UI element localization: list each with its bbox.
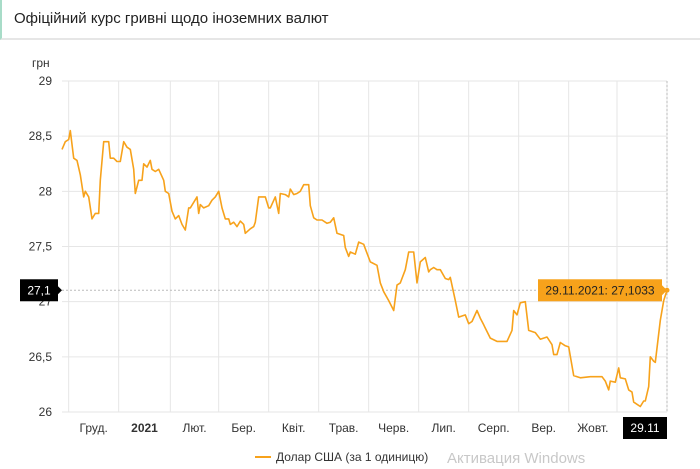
x-tick-label: Груд.	[80, 421, 108, 435]
panel-title: Офіційний курс гривні щодо іноземних вал…	[14, 10, 329, 27]
y-tick-label: 29	[39, 74, 53, 88]
windows-activation-watermark: Активация Windows	[447, 450, 586, 467]
tooltip-text: 29.11.2021: 27,1033	[545, 283, 655, 297]
x-tick-label: Лип.	[431, 421, 455, 435]
x-tick-label: Серп.	[478, 421, 510, 435]
crosshair-x-label: 29.11	[630, 421, 659, 435]
x-tick-label: Черв.	[378, 421, 409, 435]
usd-rate-line	[61, 129, 668, 408]
x-tick-label: Квіт.	[282, 421, 306, 435]
y-tick-label: 27,5	[29, 240, 53, 254]
crosshair-y-label-box	[20, 279, 58, 302]
x-tick-label: 2021	[131, 421, 158, 435]
y-tick-label: 28,5	[29, 129, 53, 143]
crosshair-y-label-pointer	[58, 286, 62, 295]
crosshair-y-label: 27,1	[27, 283, 51, 297]
x-tick-label: Вер.	[531, 421, 556, 435]
hover-point	[664, 287, 670, 293]
y-axis-unit-label: грн	[32, 56, 50, 70]
x-tick-label: Трав.	[329, 421, 359, 435]
x-tick-label: Бер.	[231, 421, 256, 435]
tooltip-box	[538, 279, 662, 302]
legend-label: Долар США (за 1 одиницю)	[276, 450, 428, 464]
x-tick-label: Жовт.	[577, 421, 608, 435]
y-tick-label: 28	[39, 184, 53, 198]
y-tick-label: 26	[39, 405, 53, 419]
crosshair-x-label-box	[623, 417, 667, 439]
panel-header: Офіційний курс гривні щодо іноземних вал…	[0, 0, 700, 40]
x-tick-label: Лют.	[182, 421, 206, 435]
y-tick-label: 26,5	[29, 350, 53, 364]
